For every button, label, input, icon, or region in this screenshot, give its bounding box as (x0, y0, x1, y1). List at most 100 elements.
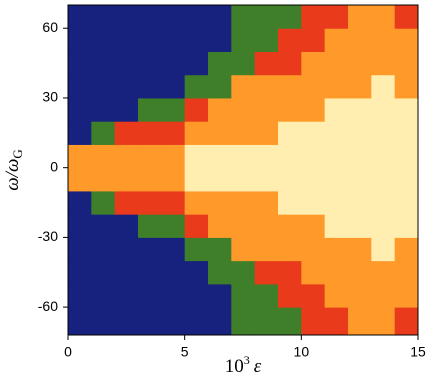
heatmap-cell (161, 144, 186, 169)
heatmap-cell (254, 167, 279, 192)
heatmap-cell (114, 190, 139, 215)
heatmap-cell (254, 74, 279, 99)
heatmap-cell (184, 283, 209, 308)
heatmap-cell (231, 307, 256, 336)
heatmap-cell (161, 283, 186, 308)
heatmap-cell (91, 167, 116, 192)
heatmap-cell (371, 28, 396, 52)
heatmap-cell (184, 190, 209, 215)
heatmap-cell (231, 214, 256, 238)
heatmap-cell (348, 144, 372, 169)
heatmap-cell (68, 5, 92, 29)
heatmap-cell (301, 144, 326, 169)
heatmap-cell (324, 5, 349, 29)
heatmap-cell (138, 74, 162, 99)
heatmap-cell (301, 121, 326, 145)
heatmap-cell (114, 167, 139, 192)
heatmap-cell (114, 144, 139, 169)
heatmap-cell (278, 260, 302, 285)
heatmap-cell (348, 260, 372, 285)
heatmap-cell (301, 74, 326, 99)
heatmap-cell (231, 121, 256, 145)
heatmap-cell (301, 190, 326, 215)
heatmap-cell (184, 28, 209, 52)
heatmap-cell (208, 121, 232, 145)
heatmap-cell (231, 260, 256, 285)
heatmap-cell (348, 237, 372, 262)
heatmap-cell (138, 307, 162, 336)
heatmap-cell (138, 144, 162, 169)
heatmap-cell (91, 74, 116, 99)
heatmap-cell (371, 74, 396, 99)
heatmap-cell (348, 51, 372, 76)
x-tick-label: 5 (181, 344, 189, 360)
heatmap-cell (161, 260, 186, 285)
heatmap-cell (161, 307, 186, 336)
heatmap-cell (301, 260, 326, 285)
heatmap-cell (394, 51, 419, 76)
heatmap-cell (184, 121, 209, 145)
heatmap-cell (184, 51, 209, 76)
heatmap-cell (371, 97, 396, 122)
y-tick-label: 30 (42, 89, 58, 105)
heatmap-cell (348, 190, 372, 215)
heatmap-cell (371, 167, 396, 192)
heatmap-cell (208, 307, 232, 336)
heatmap-cell (394, 190, 419, 215)
heatmap-cell (208, 190, 232, 215)
heatmap-cell (68, 28, 92, 52)
heatmap-cell (208, 74, 232, 99)
x-axis-label: 103 ε (225, 353, 262, 378)
heatmap-cell (231, 5, 256, 29)
heatmap-cell (138, 121, 162, 145)
heatmap-cell (371, 214, 396, 238)
heatmap-cell (161, 51, 186, 76)
heatmap-cell (91, 237, 116, 262)
heatmap-cell (394, 97, 419, 122)
heatmap-cell (278, 167, 302, 192)
heatmap-cell (324, 283, 349, 308)
heatmap-cell (348, 28, 372, 52)
heatmap-cell (324, 121, 349, 145)
heatmap-cell (324, 237, 349, 262)
heatmap-cell (394, 121, 419, 145)
heatmap-cell (231, 237, 256, 262)
heatmap-cell (324, 260, 349, 285)
heatmap-cell (371, 5, 396, 29)
heatmap-cell (301, 214, 326, 238)
y-tick-label: 60 (42, 19, 58, 35)
heatmap-cell (161, 190, 186, 215)
plot-frame (67, 4, 419, 336)
heatmap-cell (208, 237, 232, 262)
heatmap-cell (394, 74, 419, 99)
heatmap-cell (68, 260, 92, 285)
heatmap-cell (278, 307, 302, 336)
heatmap-cell (254, 260, 279, 285)
y-tick-label: 0 (50, 158, 58, 174)
heatmap-cell (208, 51, 232, 76)
heatmap-cell (161, 97, 186, 122)
heatmap-cell (301, 167, 326, 192)
heatmap-cell (371, 190, 396, 215)
heatmap-cell (208, 144, 232, 169)
heatmap-cell (348, 74, 372, 99)
heatmap-cell (91, 28, 116, 52)
heatmap-cell (301, 307, 326, 336)
heatmap-cell (91, 51, 116, 76)
heatmap-cell (114, 121, 139, 145)
heatmap-cell (138, 237, 162, 262)
heatmap-cell (184, 237, 209, 262)
heatmap-cell (231, 167, 256, 192)
heatmap-cell (231, 283, 256, 308)
heatmap-cell (91, 260, 116, 285)
heatmap-cell (184, 74, 209, 99)
heatmap-cell (184, 260, 209, 285)
heatmap-cell (114, 97, 139, 122)
heatmap-cell (208, 28, 232, 52)
heatmap-cell (161, 28, 186, 52)
heatmap-cell (254, 5, 279, 29)
heatmap-cell (324, 74, 349, 99)
heatmap-cell (68, 237, 92, 262)
heatmap-cell (324, 28, 349, 52)
